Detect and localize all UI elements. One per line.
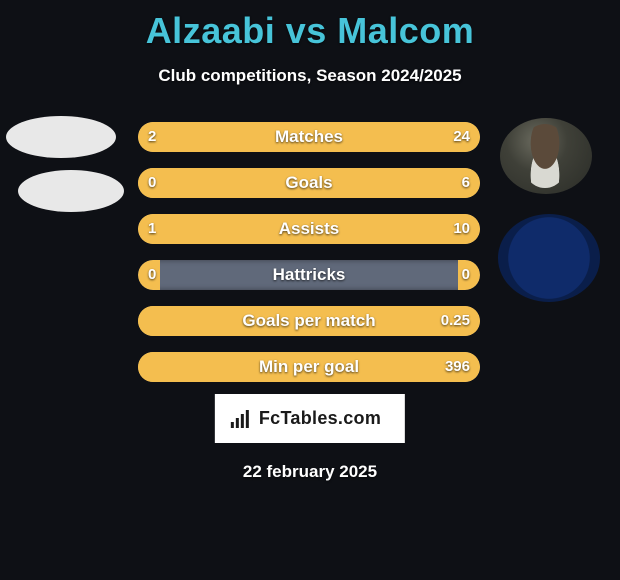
stat-row: Goals per match0.25 [138,306,480,336]
stat-label: Min per goal [138,352,480,382]
subtitle: Club competitions, Season 2024/2025 [0,66,620,86]
stat-label: Matches [138,122,480,152]
stat-label: Goals per match [138,306,480,336]
stat-row: Hattricks0 0 [138,260,480,290]
stat-value-right: 0.25 [441,306,470,336]
stat-value-left: 2 [148,122,156,152]
stat-label: Goals [138,168,480,198]
stat-value-right: 24 [453,122,470,152]
date-label: 22 february 2025 [0,462,620,482]
page-title: Alzaabi vs Malcom [0,0,620,52]
stat-value-right: 396 [445,352,470,382]
stat-value-right: 0 [462,260,470,290]
stat-label: Hattricks [138,260,480,290]
stat-row: Assists1 10 [138,214,480,244]
branding-badge: FcTables.com [215,394,405,443]
stat-value-left: 0 [148,260,156,290]
player-left-club-placeholder [18,170,124,212]
stat-label: Assists [138,214,480,244]
player-right-photo [500,118,592,194]
stat-row: Matches2 24 [138,122,480,152]
stat-value-left: 0 [148,168,156,198]
comparison-bars: Matches224Goals06Assists110Hattricks00Go… [138,122,480,398]
stat-value-right: 10 [453,214,470,244]
player-right-club-badge [498,214,600,302]
stat-value-right: 6 [462,168,470,198]
stat-row: Min per goal396 [138,352,480,382]
stat-row: Goals0 6 [138,168,480,198]
stat-value-left: 1 [148,214,156,244]
player-left-photo-placeholder [6,116,116,158]
